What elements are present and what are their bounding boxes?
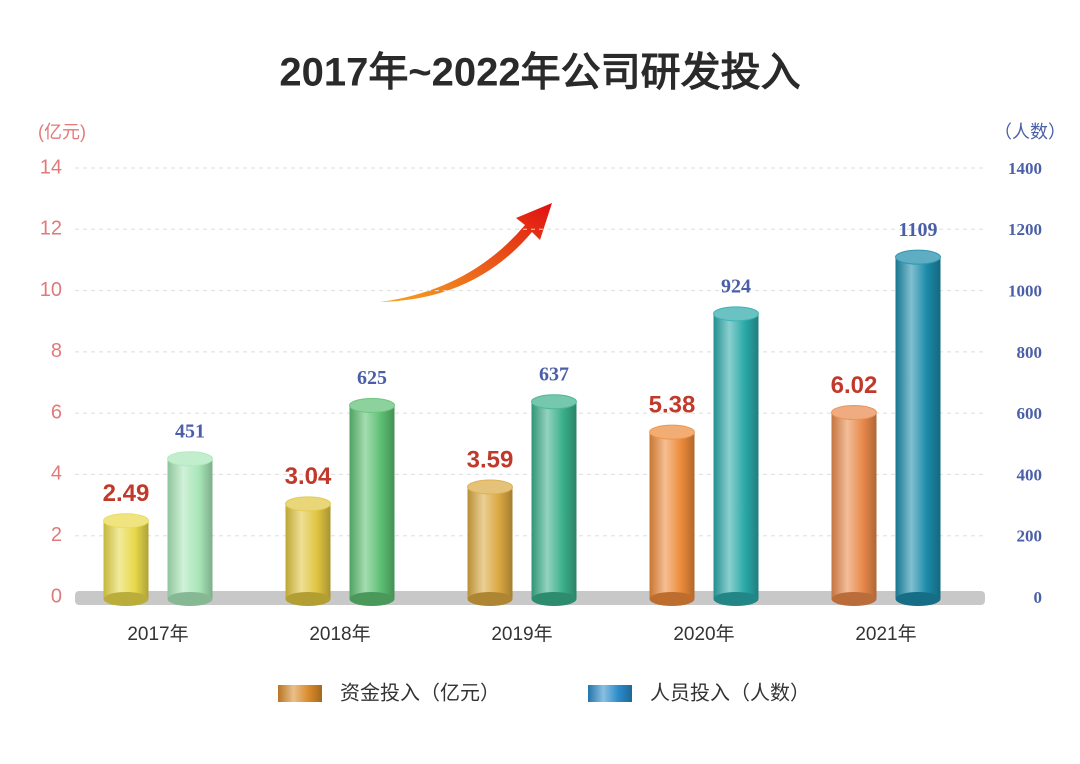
- y-tick-label: 4: [51, 463, 62, 485]
- x-tick-label: 2019年: [491, 623, 552, 645]
- bar-base: [649, 592, 695, 606]
- y2-tick-label: 0: [1034, 588, 1043, 607]
- bar-top: [285, 496, 331, 512]
- value-label: 3.59: [467, 446, 514, 473]
- bar-base: [713, 592, 759, 606]
- value-label: 2.49: [103, 480, 150, 507]
- bar-top: [467, 479, 513, 495]
- y2-tick-label: 600: [1017, 404, 1043, 423]
- bar-top: [831, 405, 877, 421]
- y2-tick-label: 400: [1017, 465, 1043, 484]
- bar-base: [349, 592, 395, 606]
- value-label: 637: [539, 363, 569, 385]
- bar-base: [167, 592, 213, 606]
- value-label: 3.04: [285, 463, 332, 490]
- bar: [649, 432, 695, 599]
- bar: [349, 405, 395, 599]
- value-label: 625: [357, 367, 387, 389]
- y-axis-label: (亿元): [38, 122, 86, 142]
- bar-base: [831, 592, 877, 606]
- bar: [285, 503, 331, 599]
- bar-top: [895, 249, 941, 265]
- bar-base: [895, 592, 941, 606]
- bar: [713, 313, 759, 599]
- value-label: 1109: [899, 219, 938, 241]
- y2-tick-label: 800: [1017, 343, 1043, 362]
- legend-label: 人员投入（人数）: [650, 681, 810, 704]
- x-tick-label: 2018年: [309, 623, 370, 645]
- legend-label: 资金投入（亿元）: [340, 681, 500, 704]
- y-tick-label: 6: [51, 401, 62, 423]
- bar-top: [103, 513, 149, 529]
- legend-swatch: [588, 685, 632, 702]
- y-tick-label: 12: [40, 218, 62, 240]
- value-label: 451: [175, 420, 205, 442]
- bar: [103, 520, 149, 599]
- bar: [467, 486, 513, 599]
- chart-title: 2017年~2022年公司研发投入: [279, 51, 800, 95]
- bar-base: [285, 592, 331, 606]
- y2-tick-label: 1000: [1008, 281, 1042, 300]
- bar: [531, 401, 577, 599]
- value-label: 924: [721, 275, 751, 297]
- bar-top: [349, 397, 395, 413]
- y-tick-label: 10: [40, 279, 62, 301]
- bar-base: [467, 592, 513, 606]
- x-tick-label: 2021年: [855, 623, 916, 645]
- bar-base: [103, 592, 149, 606]
- value-label: 6.02: [831, 372, 878, 399]
- y2-tick-label: 1200: [1008, 220, 1042, 239]
- legend-swatch: [278, 685, 322, 702]
- value-label: 5.38: [649, 391, 696, 418]
- y-tick-label: 8: [51, 340, 62, 362]
- y2-axis-label: （人数）: [994, 122, 1066, 142]
- bar-top: [531, 394, 577, 410]
- y-tick-label: 0: [51, 585, 62, 607]
- bar-top: [167, 451, 213, 467]
- y2-tick-label: 1400: [1008, 159, 1042, 178]
- bar: [167, 458, 213, 599]
- y2-tick-label: 200: [1017, 527, 1043, 546]
- bar-base: [531, 592, 577, 606]
- bar: [831, 412, 877, 599]
- y-tick-label: 14: [40, 156, 62, 178]
- x-tick-label: 2017年: [127, 623, 188, 645]
- bar: [895, 257, 941, 599]
- trend-arrow: [380, 203, 552, 302]
- y-tick-label: 2: [51, 524, 62, 546]
- bar-top: [649, 424, 695, 440]
- bar-top: [713, 306, 759, 322]
- x-tick-label: 2020年: [673, 623, 734, 645]
